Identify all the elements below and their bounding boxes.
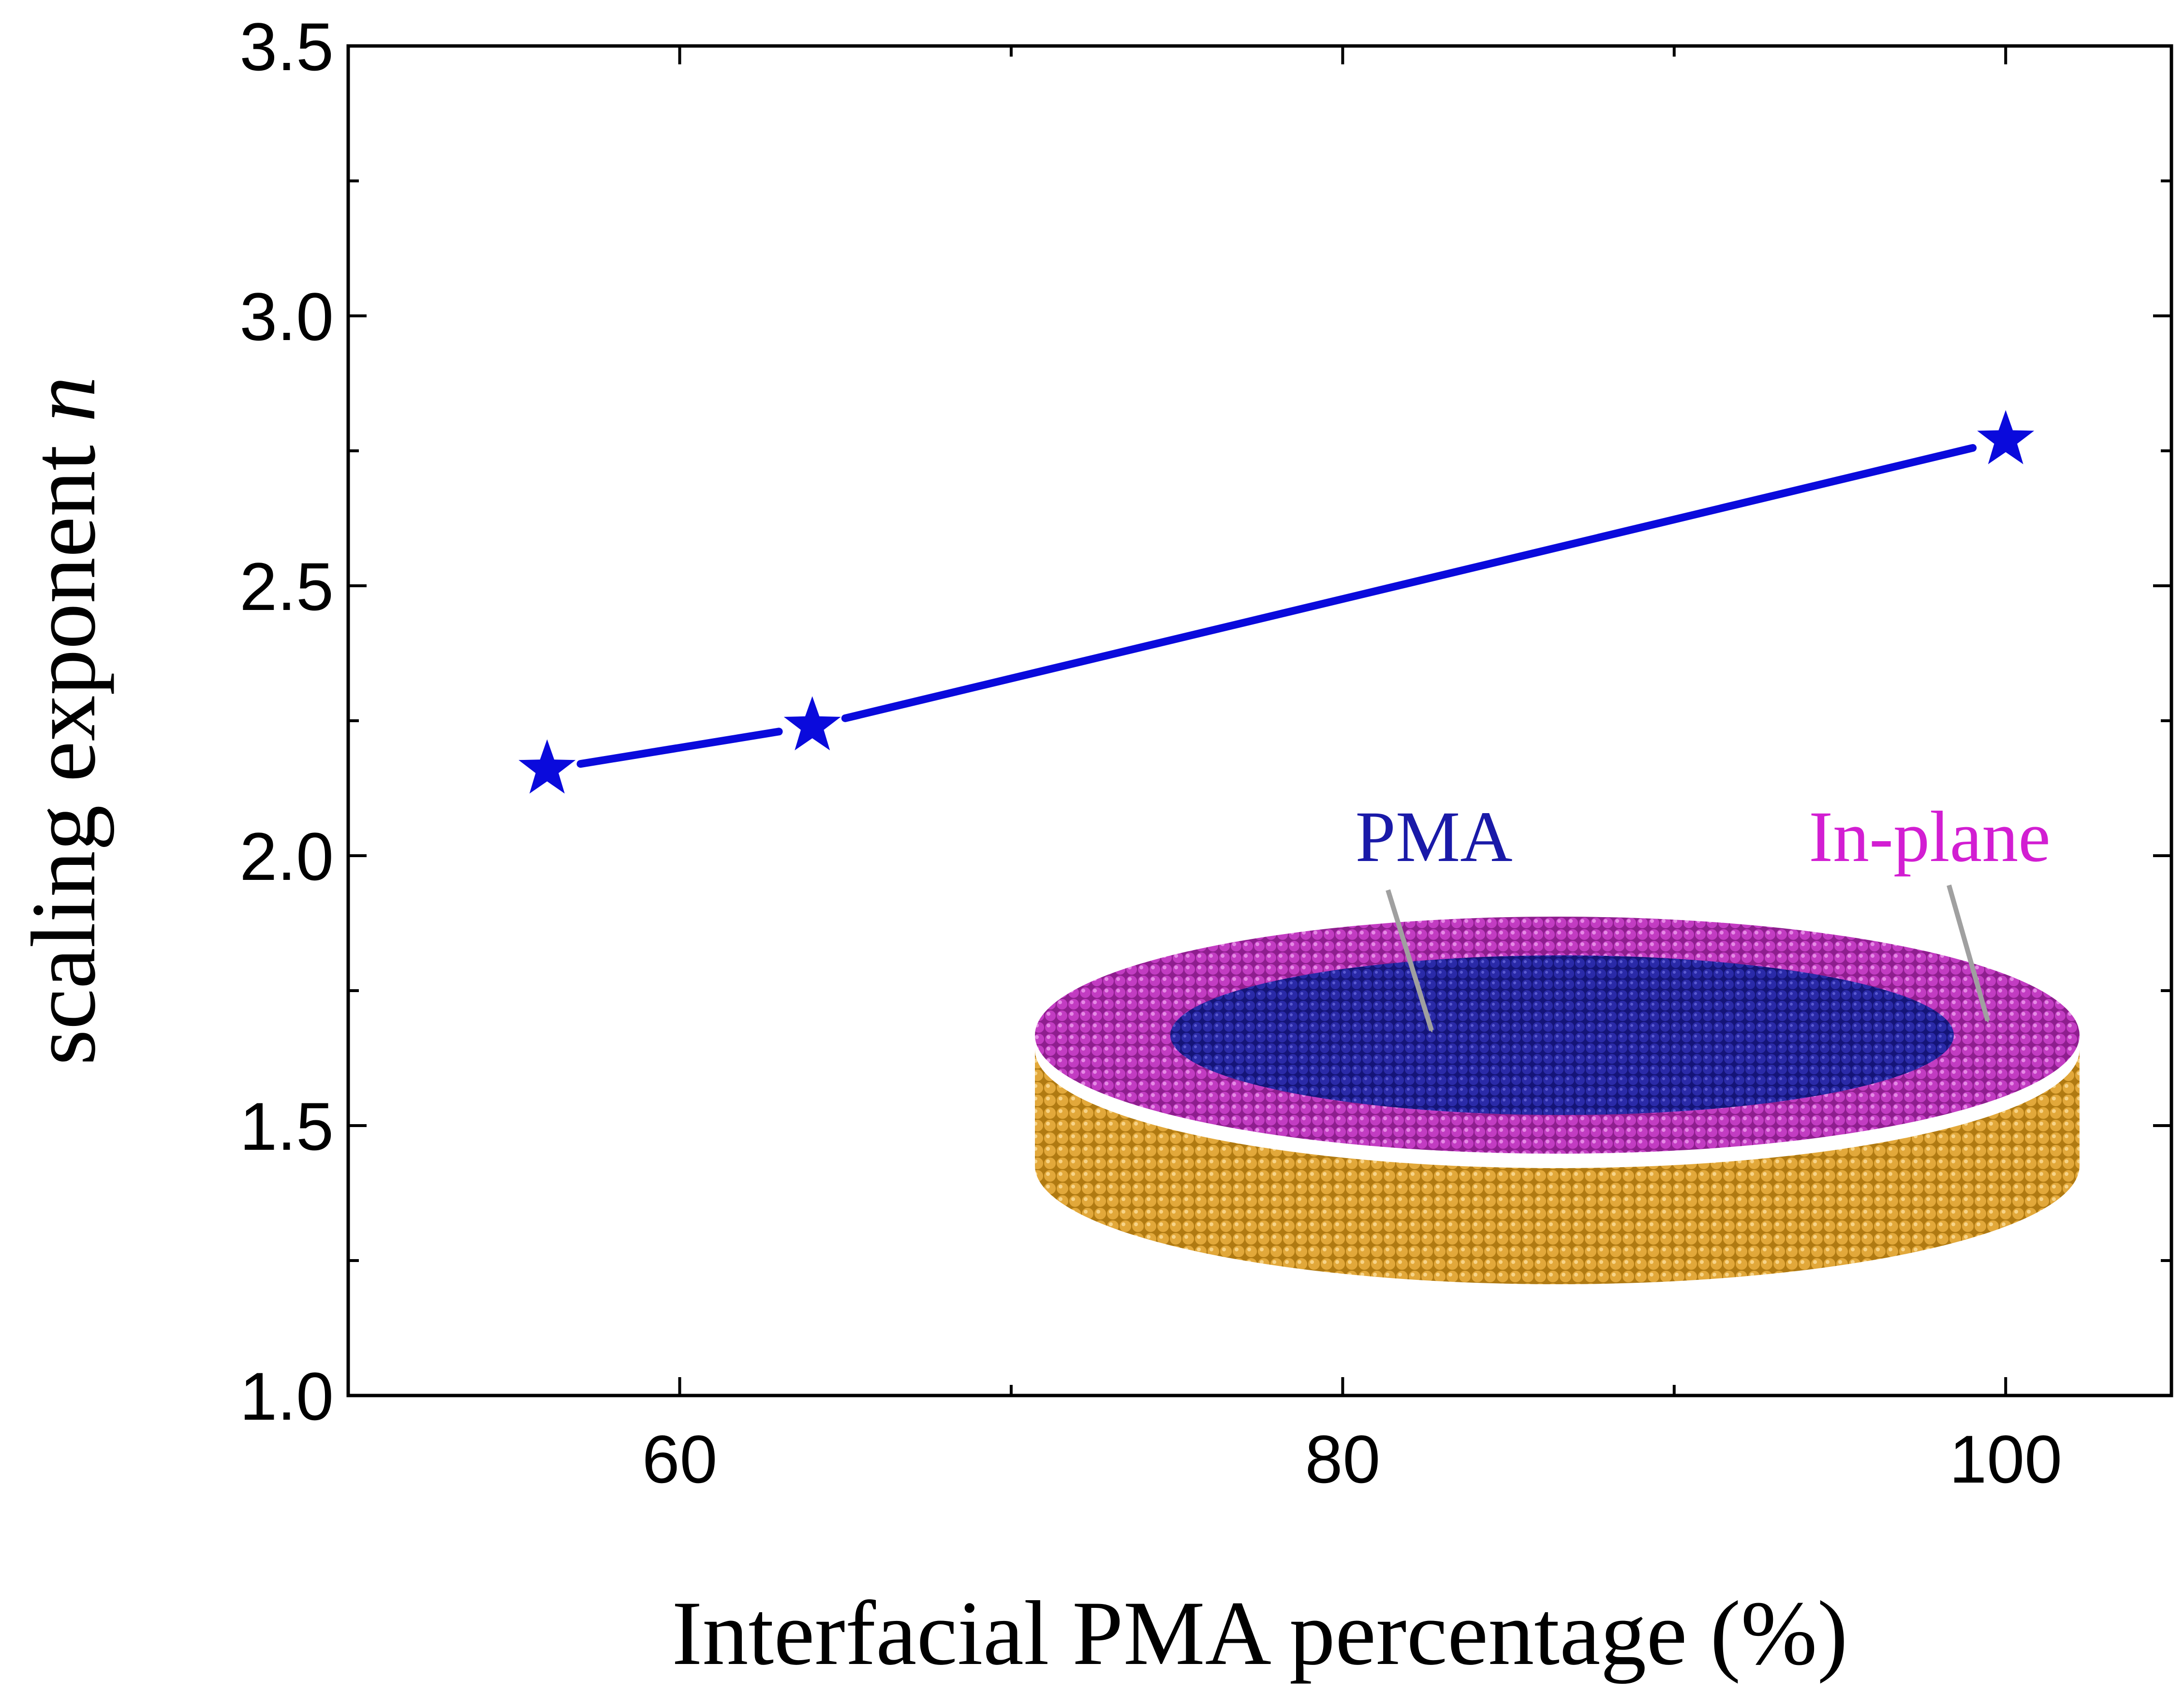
y-axis-title-symbol: n bbox=[13, 376, 115, 422]
pma-arrow bbox=[1386, 889, 1434, 1033]
x-tick-label: 60 bbox=[642, 1421, 718, 1497]
x-tick-label: 80 bbox=[1305, 1421, 1380, 1497]
pma-label: PMA bbox=[1355, 797, 1512, 877]
y-tick-label: 1.0 bbox=[239, 1358, 334, 1434]
y-axis-title-text: scaling exponent bbox=[13, 422, 115, 1066]
data-point-star bbox=[518, 739, 576, 794]
in-plane-label: In-plane bbox=[1809, 797, 2051, 877]
data-point-star bbox=[783, 696, 841, 751]
y-tick-labels: 1.0 1.5 2.0 2.5 3.0 3.5 bbox=[239, 9, 334, 1434]
x-tick-label: 100 bbox=[1949, 1421, 2062, 1497]
series-scaling-exponent bbox=[518, 410, 2035, 794]
x-tick-labels: 60 80 100 bbox=[642, 1421, 2062, 1497]
y-tick-label: 2.5 bbox=[239, 549, 334, 624]
plot-frame bbox=[346, 44, 2173, 1397]
series-line-segment bbox=[841, 444, 1977, 722]
y-tick-label: 3.0 bbox=[239, 279, 334, 355]
x-axis-title: Interfacial PMA percentage (%) bbox=[672, 1583, 1848, 1684]
series-line-segment bbox=[576, 728, 783, 768]
nanodisk-inset: PMA In-plane bbox=[1035, 797, 2080, 1284]
in-plane-arrow bbox=[1947, 884, 1990, 1023]
y-tick-label: 1.5 bbox=[239, 1088, 334, 1164]
y-tick-label: 2.0 bbox=[239, 818, 334, 894]
y-tick-label: 3.5 bbox=[239, 9, 334, 85]
data-point-star bbox=[1977, 410, 2035, 464]
y-axis-title: scaling exponent n bbox=[13, 376, 115, 1066]
disk-side bbox=[1035, 1050, 2080, 1284]
disk-pma-center bbox=[1170, 955, 1954, 1115]
